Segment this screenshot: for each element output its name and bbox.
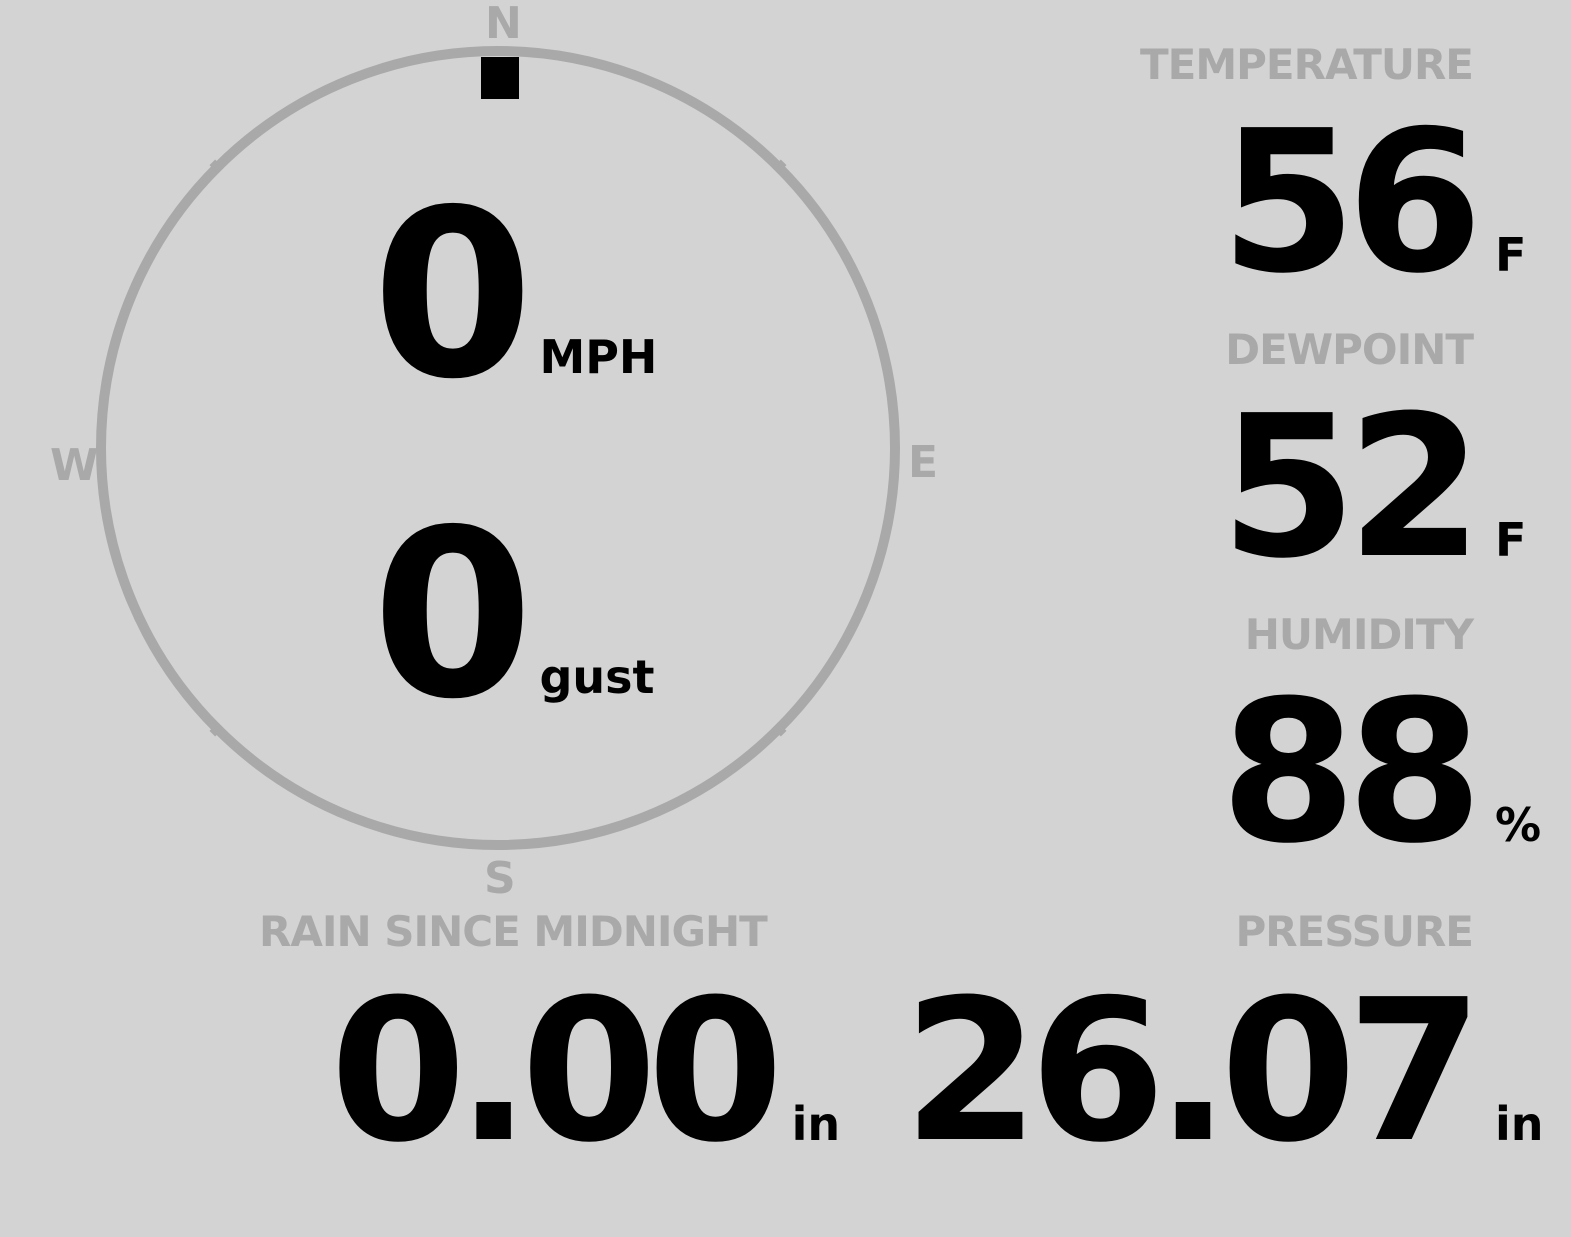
wind-speed-unit: MPH [539, 330, 658, 384]
humidity-reading: 88 % [1220, 659, 1541, 887]
compass-tick [209, 722, 224, 737]
humidity-value: 88 [1220, 659, 1483, 887]
wind-speed: 0 MPH [372, 160, 657, 430]
temperature-value: 56 [1220, 89, 1483, 317]
dewpoint-reading: 52 F [1220, 374, 1526, 602]
wind-speed-value: 0 [372, 160, 534, 430]
wind-gust-unit: gust [539, 650, 655, 704]
temperature-reading: 56 F [1220, 89, 1526, 317]
rain-unit: in [791, 1097, 841, 1151]
wind-gust-value: 0 [372, 480, 534, 750]
pressure-value: 26.07 [903, 958, 1483, 1186]
temperature-label: TEMPERATURE [1140, 40, 1474, 89]
compass-east-label: E [908, 437, 939, 488]
compass-tick [772, 722, 787, 737]
compass-tick [209, 159, 224, 174]
compass-north-label: N [485, 0, 522, 49]
humidity-label: HUMIDITY [1244, 610, 1474, 659]
dewpoint-unit: F [1495, 513, 1527, 567]
rain-value: 0.00 [330, 958, 784, 1186]
humidity-unit: % [1495, 798, 1542, 852]
pressure-unit: in [1495, 1097, 1544, 1151]
temperature-unit: F [1495, 228, 1527, 282]
pressure-label: PRESSURE [1235, 907, 1474, 956]
dewpoint-label: DEWPOINT [1225, 325, 1474, 374]
compass-ticks [209, 159, 787, 737]
wind-direction-marker [481, 57, 519, 99]
compass-west-label: W [50, 440, 99, 491]
dewpoint-value: 52 [1220, 374, 1483, 602]
compass-tick [772, 159, 787, 174]
rain-label: RAIN SINCE MIDNIGHT [259, 907, 768, 956]
compass-ring [96, 46, 900, 850]
pressure-reading: 26.07 in [903, 958, 1543, 1186]
compass-south-label: S [484, 853, 516, 904]
rain-reading: 0.00 in [330, 958, 840, 1186]
wind-gust: 0 gust [372, 480, 654, 750]
